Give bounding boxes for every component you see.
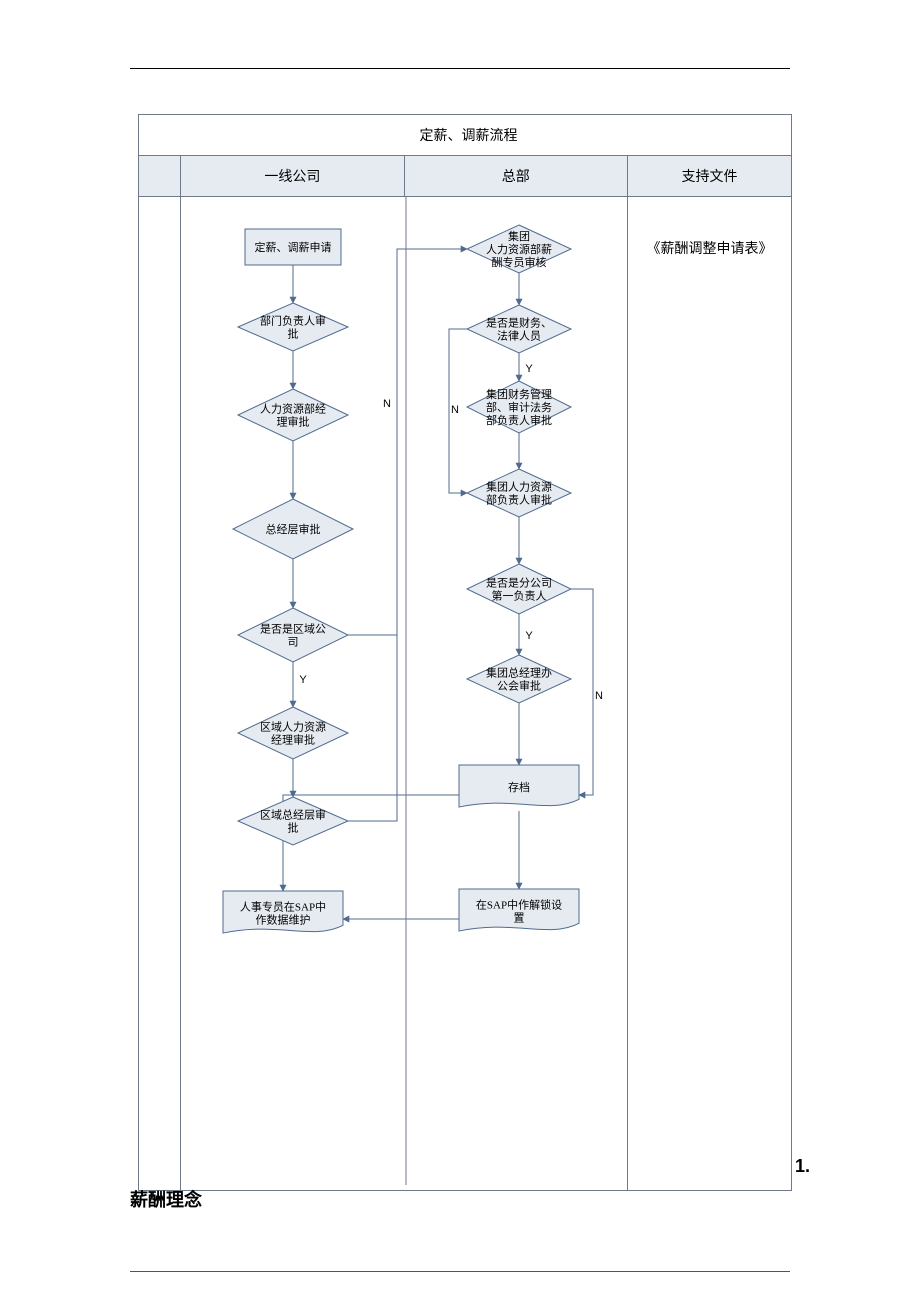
flow-node-n7: 区域总经层审批 [238, 797, 348, 845]
svg-text:存档: 存档 [508, 780, 530, 794]
diagram-title: 定薪、调薪流程 [139, 115, 792, 156]
flow-node-n2: 部门负责人审批 [238, 303, 348, 351]
top-horizontal-rule [130, 68, 790, 69]
flow-node-m5: 是否是分公司第一负责人 [467, 564, 571, 614]
support-documents-cell: 《薪酬调整申请表》 [627, 197, 791, 1191]
flow-edge [571, 589, 593, 795]
flow-node-m2: 是否是财务、法律人员 [467, 305, 571, 353]
flow-edge-label: N [595, 690, 603, 702]
flow-edge-label: Y [525, 363, 533, 375]
flow-node-m8: 在SAP中作解锁设置 [459, 889, 579, 931]
flow-edge-label: N [451, 404, 459, 416]
flowchart-svg: Y N Y N Y N 定薪、调薪申请部门负责人审批人力资源部经理审批总经层审批是否是区域公… [181, 197, 627, 1185]
svg-text:集团财务管理部、审计法务部负责人审批: 集团财务管理部、审计法务部负责人审批 [486, 387, 552, 427]
flow-node-m6: 集团总经理办公会审批 [467, 655, 571, 703]
svg-text:总经层审批: 总经层审批 [266, 522, 321, 536]
flow-node-m7: 存档 [459, 765, 579, 807]
lane-spacer-body [139, 197, 181, 1191]
lane-header-right: 支持文件 [627, 156, 791, 197]
flow-edge-label: Y [299, 674, 307, 686]
section-number: 1. [795, 1156, 810, 1177]
flow-node-n6: 区域人力资源经理审批 [238, 707, 348, 759]
flow-node-m1: 集团人力资源部薪酬专员审核 [467, 225, 571, 273]
svg-text:集团人力资源部薪酬专员审核: 集团人力资源部薪酬专员审核 [486, 229, 552, 269]
flow-node-n3: 人力资源部经理审批 [238, 389, 348, 441]
lane-spacer-header [139, 156, 181, 197]
lane-header-mid: 总部 [404, 156, 627, 197]
flow-node-n5: 是否是区域公司 [238, 608, 348, 662]
swimlane-diagram: 定薪、调薪流程 一线公司 总部 支持文件 Y N Y N Y N 定薪、调薪申请部门负责人审… [138, 114, 792, 1182]
flow-node-n8: 人事专员在SAP中作数据维护 [223, 891, 343, 933]
support-doc-text: 《薪酬调整申请表》 [629, 198, 790, 258]
svg-text:是否是分公司第一负责人: 是否是分公司第一负责人 [486, 576, 552, 602]
lane-header-left: 一线公司 [181, 156, 404, 197]
bottom-horizontal-rule [130, 1271, 790, 1272]
flow-node-n4: 总经层审批 [233, 499, 353, 559]
flow-node-n1: 定薪、调薪申请 [245, 229, 341, 265]
section-heading: 薪酬理念 [130, 1186, 202, 1212]
svg-text:集团人力资源部负责人审批: 集团人力资源部负责人审批 [486, 479, 552, 506]
flow-node-m4: 集团人力资源部负责人审批 [467, 469, 571, 517]
svg-text:定薪、调薪申请: 定薪、调薪申请 [255, 240, 332, 254]
flow-edge-label: N [383, 398, 391, 410]
flow-edge-label: Y [525, 630, 533, 642]
flow-node-m3: 集团财务管理部、审计法务部负责人审批 [467, 381, 571, 433]
